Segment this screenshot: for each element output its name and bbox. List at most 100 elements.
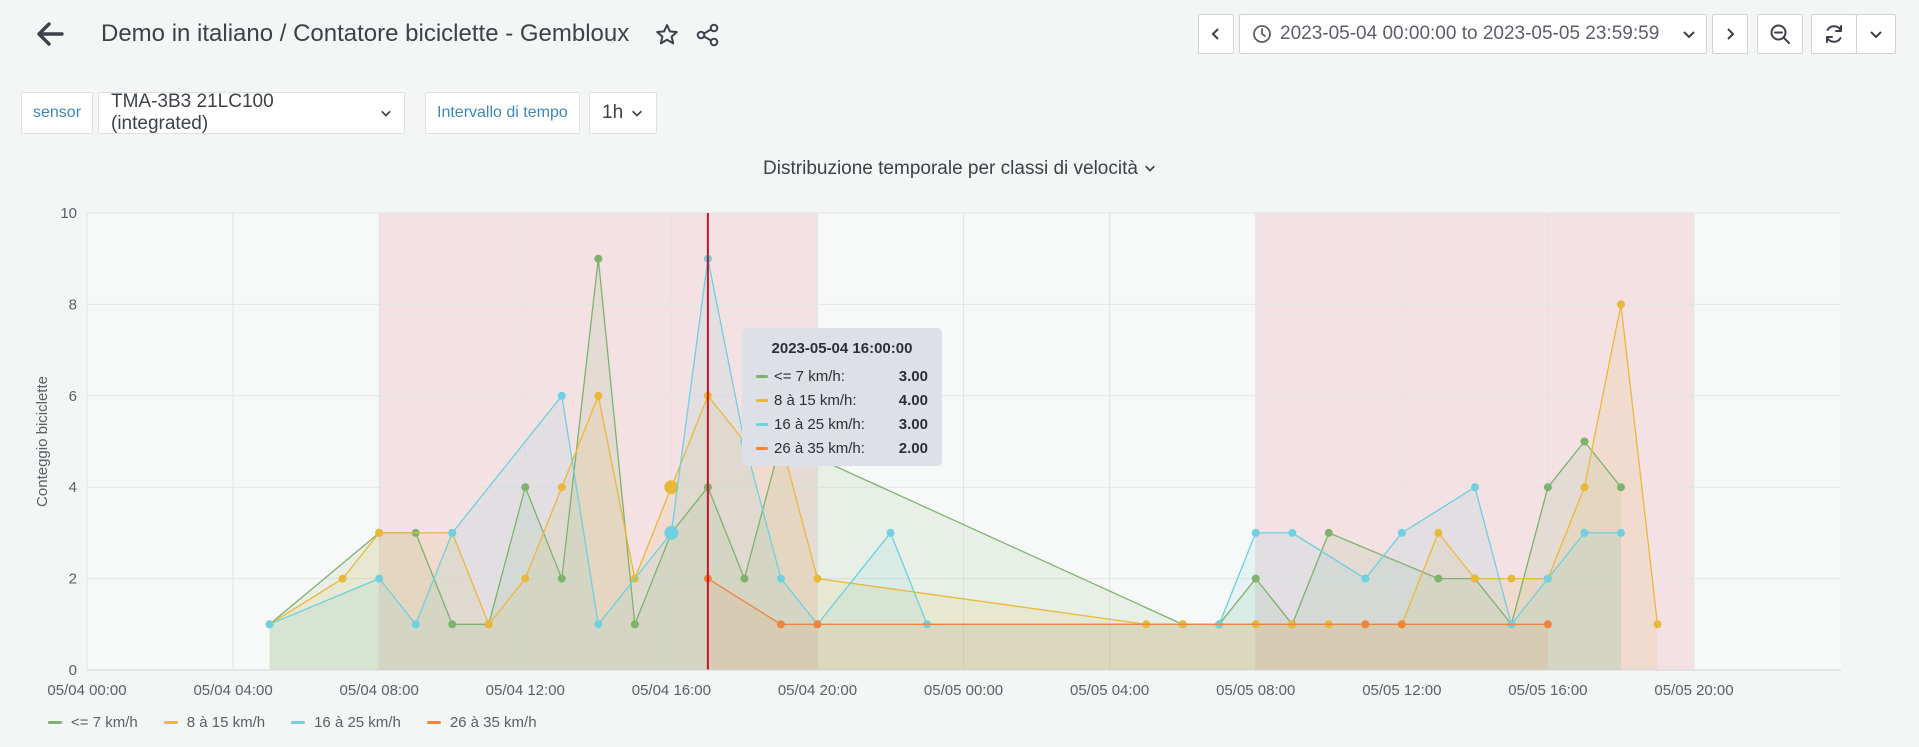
data-point[interactable] [411,620,420,629]
chevron-down-icon [632,110,643,117]
x-tick-label: 05/04 12:00 [486,682,565,699]
data-point[interactable] [1653,620,1662,629]
data-point[interactable] [1616,300,1625,309]
data-point[interactable] [521,483,530,492]
refresh-icon [1826,25,1842,43]
variable-label-sensor: sensor [21,92,94,134]
y-tick-label: 2 [69,571,77,588]
data-point[interactable] [1434,574,1443,583]
x-tick-label: 05/05 20:00 [1654,682,1733,699]
tooltip-swatch [756,398,768,402]
data-point[interactable] [557,574,566,583]
data-point[interactable] [1251,528,1260,537]
legend-label: 16 à 25 km/h [314,714,401,731]
data-point[interactable] [338,574,347,583]
data-point[interactable] [265,620,274,629]
back-arrow-icon[interactable] [32,16,68,52]
refresh-interval-dropdown[interactable] [1856,14,1896,54]
data-point[interactable] [630,620,639,629]
zoom-out-button[interactable] [1757,14,1803,54]
data-point[interactable] [1543,574,1552,583]
data-point[interactable] [1616,528,1625,537]
tooltip-value: 2.00 [898,439,928,457]
data-point[interactable] [740,574,749,583]
data-point[interactable] [886,528,895,537]
data-point[interactable] [1470,483,1479,492]
data-point[interactable] [664,480,679,495]
refresh-button[interactable] [1811,14,1857,54]
data-point[interactable] [594,620,603,629]
interval-select[interactable]: 1h [589,92,657,134]
data-point[interactable] [557,391,566,400]
sensor-select-value: TMA-3B3 21LC100 (integrated) [111,91,274,134]
share-icon[interactable] [695,22,721,48]
data-point[interactable] [1543,620,1552,629]
data-point[interactable] [375,528,384,537]
legend-swatch [426,721,441,724]
x-tick-label: 05/05 04:00 [1070,682,1149,699]
data-point[interactable] [1616,483,1625,492]
data-point[interactable] [1580,437,1589,446]
data-point[interactable] [1507,574,1516,583]
data-point[interactable] [1543,483,1552,492]
data-point[interactable] [521,574,530,583]
time-back-button[interactable] [1198,14,1234,54]
legend-item[interactable]: 8 à 15 km/h [163,714,266,731]
data-point[interactable] [484,620,493,629]
time-range-picker[interactable]: 2023-05-04 00:00:00 to 2023-05-05 23:59:… [1239,14,1707,54]
data-point[interactable] [375,574,384,583]
x-tick-label: 05/04 04:00 [193,682,272,699]
x-tick-label: 05/05 12:00 [1362,682,1441,699]
sensor-select[interactable]: TMA-3B3 21LC100 (integrated) [98,91,405,134]
data-point[interactable] [1470,574,1479,583]
legend-item[interactable]: <= 7 km/h [48,714,138,731]
tooltip-swatch [756,422,768,426]
data-point[interactable] [557,483,566,492]
chart-tooltip: 2023-05-04 16:00:00 <= 7 km/h: 3.00 8 à 1… [742,328,942,466]
data-point[interactable] [1361,574,1370,583]
chevron-right-icon [1727,28,1735,40]
legend-item[interactable]: 26 à 35 km/h [426,714,537,731]
data-point[interactable] [448,620,457,629]
x-tick-label: 05/04 16:00 [632,682,711,699]
tooltip-row: 26 à 35 km/h: 2.00 [756,436,928,460]
zoom-out-icon [1770,24,1790,44]
y-tick-label: 0 [69,662,77,679]
x-tick-label: 05/05 08:00 [1216,682,1295,699]
tooltip-row: <= 7 km/h: 3.00 [756,364,928,388]
interval-select-value: 1h [602,102,624,123]
star-icon[interactable] [654,22,680,48]
chart-legend: <= 7 km/h 8 à 15 km/h 16 à 25 km/h 26 à … [48,714,563,731]
tooltip-swatch [756,374,768,378]
data-point[interactable] [1580,528,1589,537]
time-forward-button[interactable] [1712,14,1748,54]
data-point[interactable] [1288,528,1297,537]
data-point[interactable] [1251,574,1260,583]
data-point[interactable] [594,254,603,263]
data-point[interactable] [1580,483,1589,492]
data-point[interactable] [1397,528,1406,537]
data-point[interactable] [594,391,603,400]
tooltip-row: 16 à 25 km/h: 3.00 [756,412,928,436]
data-point[interactable] [1361,620,1370,629]
y-axis-label: Conteggio biciclette [34,376,51,507]
legend-item[interactable]: 16 à 25 km/h [291,714,401,731]
y-tick-label: 4 [69,479,77,496]
x-tick-label: 05/04 08:00 [340,682,419,699]
tooltip-value: 3.00 [898,367,928,385]
variable-label-interval: Intervallo di tempo [425,92,580,134]
legend-label: 8 à 15 km/h [186,714,266,731]
data-point[interactable] [664,525,679,540]
data-point[interactable] [1397,620,1406,629]
series-line [707,578,1548,625]
tooltip-title: 2023-05-04 16:00:00 [771,340,913,357]
data-point[interactable] [813,620,822,629]
data-point[interactable] [813,574,822,583]
data-point[interactable] [776,574,785,583]
panel-title[interactable]: Distribuzione temporale per classi di ve… [0,158,1919,180]
data-point[interactable] [1324,528,1333,537]
time-series-chart[interactable]: 0 2 4 6 8 10 05/04 00:00 05/04 04:00 05/04 08:00… [0,190,1919,710]
data-point[interactable] [776,620,785,629]
data-point[interactable] [1434,528,1443,537]
data-point[interactable] [448,528,457,537]
